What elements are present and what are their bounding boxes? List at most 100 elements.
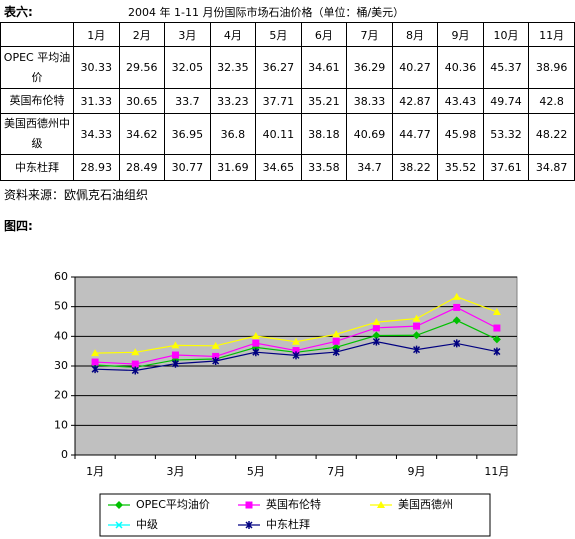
marker	[372, 331, 381, 340]
price-table: 1月 2月 3月 4月 5月 6月 7月 8月 9月 10月 11月 OPEC 平均油价 30.33 29…	[0, 22, 575, 181]
marker	[332, 330, 341, 338]
marker	[245, 521, 253, 529]
value-cell: 36.8	[209, 113, 257, 155]
row-name: 美国西德州中级	[0, 113, 74, 155]
marker	[171, 351, 179, 359]
value-cell: 34.33	[73, 113, 120, 155]
header-cell: 9月	[437, 22, 484, 47]
marker	[493, 347, 501, 356]
value-cell: 49.74	[482, 88, 530, 114]
marker	[492, 307, 501, 315]
marker	[412, 314, 421, 322]
header-cell: 4月	[209, 22, 257, 47]
value-cell: 44.77	[391, 113, 439, 155]
table-row: 中东杜拜 28.93 28.49 30.77 31.69 34.65 33.58 34.7 38…	[0, 154, 575, 181]
header-cell: 10月	[482, 22, 530, 47]
y-tick-label: 30	[54, 359, 68, 372]
y-tick-label: 60	[54, 270, 68, 283]
y-tick-label: 40	[54, 329, 68, 342]
table-title: 2004 年 1-11 月份国际市场石油价格（单位：桶/美元）	[128, 6, 405, 19]
value-cell: 28.49	[118, 154, 166, 181]
x-tick-label: 11月	[484, 465, 509, 478]
marker	[377, 501, 385, 508]
row-name: OPEC 平均油价	[0, 46, 74, 89]
marker	[292, 337, 300, 345]
marker	[171, 359, 179, 368]
marker	[372, 318, 381, 326]
value-cell: 31.69	[209, 154, 257, 181]
marker	[412, 331, 421, 340]
value-cell: 32.05	[164, 46, 211, 89]
marker	[332, 348, 340, 357]
table-row: 1月 2月 3月 4月 5月 6月 7月 8月 9月 10月 11月	[0, 22, 575, 47]
marker	[131, 366, 139, 375]
marker	[115, 501, 123, 509]
value-cell: 34.87	[528, 154, 575, 181]
x-tick-label: 7月	[327, 465, 345, 478]
marker	[115, 521, 123, 529]
legend-label: 英国布伦特	[266, 497, 321, 511]
marker	[91, 365, 99, 374]
marker	[493, 324, 501, 332]
value-cell: 42.8	[528, 88, 575, 114]
figure-label: 图四:	[4, 219, 33, 233]
value-cell: 33.58	[300, 154, 348, 181]
value-cell: 37.71	[255, 88, 302, 114]
value-cell: 33.7	[164, 88, 211, 114]
x-tick-label: 1月	[86, 465, 104, 478]
marker	[452, 316, 461, 325]
value-cell: 53.32	[482, 113, 530, 155]
header-cell: 8月	[391, 22, 439, 47]
value-cell: 34.62	[118, 113, 166, 155]
value-cell: 38.22	[391, 154, 439, 181]
value-cell: 34.7	[346, 154, 393, 181]
value-cell: 45.37	[482, 46, 530, 89]
marker	[413, 345, 421, 354]
value-cell: 35.52	[437, 154, 484, 181]
value-cell: 34.65	[255, 154, 302, 181]
table-label: 表六:	[4, 5, 33, 19]
marker	[251, 332, 260, 340]
marker	[171, 341, 180, 349]
value-cell: 38.96	[528, 46, 575, 89]
marker	[492, 335, 501, 344]
marker	[292, 351, 300, 360]
marker	[131, 348, 140, 356]
table-row: 英国布伦特 31.33 30.65 33.7 33.23 37.71 35.21 38.33 4…	[0, 88, 575, 114]
value-cell: 30.65	[118, 88, 166, 114]
header-cell: 5月	[255, 22, 302, 47]
marker	[372, 337, 380, 346]
header-cell: 11月	[528, 22, 575, 47]
chart: 0 10 20 30 40 50 60 1月 3月 5月 7月 9月 11月 OPEC平均油价 英国布伦特 美…	[54, 270, 518, 537]
y-tick-label: 0	[61, 448, 68, 461]
x-tick-label: 9月	[408, 465, 426, 478]
value-cell: 32.35	[209, 46, 257, 89]
value-cell: 30.77	[164, 154, 211, 181]
value-cell: 40.27	[391, 46, 439, 89]
legend-label: 美国西德州	[398, 497, 453, 511]
marker	[453, 339, 461, 348]
value-cell: 45.98	[437, 113, 484, 155]
value-cell: 40.11	[255, 113, 302, 155]
marker	[453, 303, 461, 311]
value-cell: 34.61	[300, 46, 348, 89]
y-tick-label: 10	[54, 418, 68, 431]
marker	[91, 349, 100, 357]
marker	[252, 348, 260, 357]
value-cell: 38.33	[346, 88, 393, 114]
value-cell: 43.43	[437, 88, 484, 114]
value-cell: 40.36	[437, 46, 484, 89]
legend-label: OPEC平均油价	[136, 497, 210, 511]
value-cell: 42.87	[391, 88, 439, 114]
table-row: 美国西德州中级 34.33 34.62 36.95 36.8 40.11 38.18 40.6…	[0, 113, 575, 155]
marker	[332, 337, 340, 345]
value-cell: 36.95	[164, 113, 211, 155]
y-tick-label: 50	[54, 300, 68, 313]
row-name: 中东杜拜	[0, 154, 74, 181]
marker	[292, 347, 300, 355]
marker	[252, 339, 260, 347]
header-cell: 6月	[300, 22, 348, 47]
marker	[452, 292, 461, 300]
value-cell: 36.29	[346, 46, 393, 89]
